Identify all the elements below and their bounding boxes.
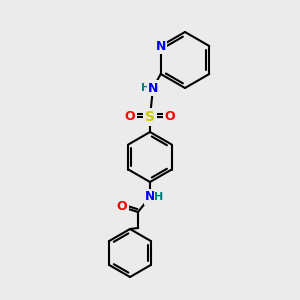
- Text: N: N: [148, 82, 158, 94]
- Text: H: H: [154, 192, 164, 202]
- Text: H: H: [141, 83, 151, 93]
- Text: N: N: [156, 40, 166, 52]
- Text: O: O: [165, 110, 175, 124]
- Text: S: S: [145, 110, 155, 124]
- Text: N: N: [145, 190, 155, 203]
- Text: O: O: [117, 200, 127, 214]
- Text: O: O: [125, 110, 135, 124]
